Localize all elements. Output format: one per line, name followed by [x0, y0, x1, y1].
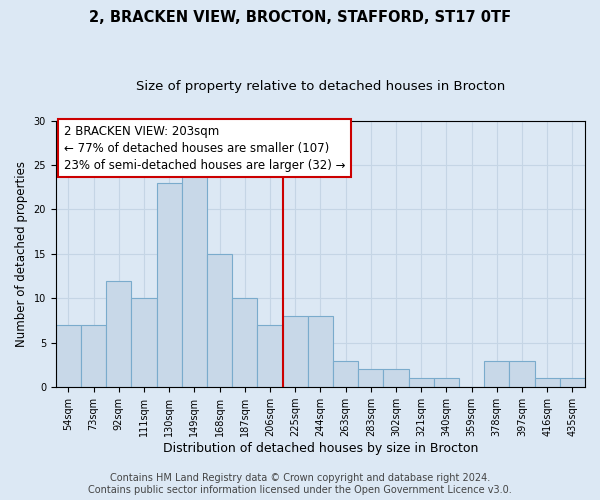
- Bar: [434, 378, 459, 387]
- Bar: [81, 325, 106, 387]
- Bar: [383, 370, 409, 387]
- Bar: [484, 360, 509, 387]
- Bar: [283, 316, 308, 387]
- Bar: [131, 298, 157, 387]
- Bar: [509, 360, 535, 387]
- Bar: [232, 298, 257, 387]
- Y-axis label: Number of detached properties: Number of detached properties: [15, 161, 28, 347]
- Bar: [207, 254, 232, 387]
- Text: Contains HM Land Registry data © Crown copyright and database right 2024.
Contai: Contains HM Land Registry data © Crown c…: [88, 474, 512, 495]
- Bar: [333, 360, 358, 387]
- Bar: [182, 165, 207, 387]
- Bar: [560, 378, 585, 387]
- Title: Size of property relative to detached houses in Brocton: Size of property relative to detached ho…: [136, 80, 505, 93]
- X-axis label: Distribution of detached houses by size in Brocton: Distribution of detached houses by size …: [163, 442, 478, 455]
- Text: 2, BRACKEN VIEW, BROCTON, STAFFORD, ST17 0TF: 2, BRACKEN VIEW, BROCTON, STAFFORD, ST17…: [89, 10, 511, 25]
- Text: 2 BRACKEN VIEW: 203sqm
← 77% of detached houses are smaller (107)
23% of semi-de: 2 BRACKEN VIEW: 203sqm ← 77% of detached…: [64, 124, 345, 172]
- Bar: [106, 280, 131, 387]
- Bar: [56, 325, 81, 387]
- Bar: [308, 316, 333, 387]
- Bar: [157, 183, 182, 387]
- Bar: [409, 378, 434, 387]
- Bar: [535, 378, 560, 387]
- Bar: [257, 325, 283, 387]
- Bar: [358, 370, 383, 387]
